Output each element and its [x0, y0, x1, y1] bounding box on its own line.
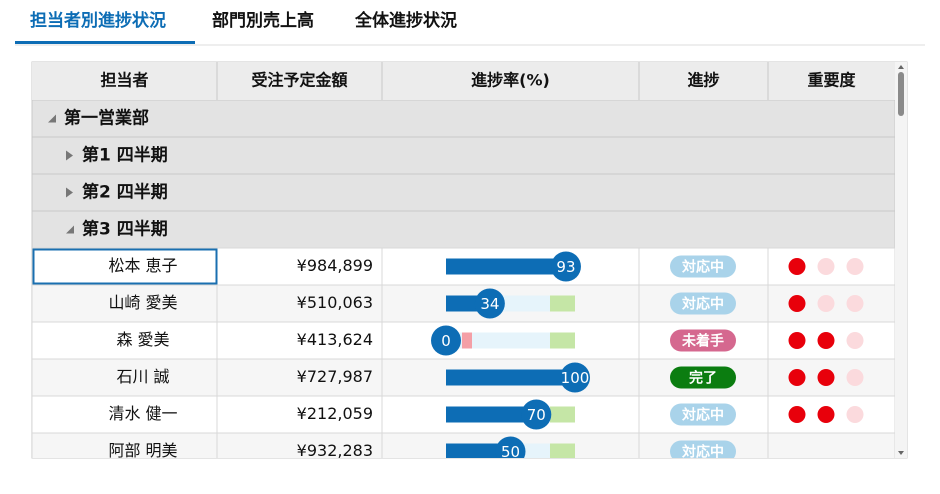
importance-dot	[788, 406, 806, 423]
progress-bar	[446, 406, 537, 423]
amount-cell: ¥413,624	[297, 330, 373, 349]
status-text: 対応中	[681, 259, 724, 276]
progress-value: 100	[561, 369, 590, 387]
importance-dot	[846, 295, 864, 312]
column-header[interactable]: 進捗	[687, 71, 719, 90]
scroll-up[interactable]	[898, 65, 904, 69]
progress-value: 70	[527, 406, 546, 424]
importance-dot	[817, 295, 835, 312]
amount-cell: ¥212,059	[297, 404, 373, 423]
progress-value: 34	[480, 295, 499, 313]
progress-knob	[474, 288, 505, 319]
group-row	[32, 173, 895, 212]
progress-knob	[521, 399, 552, 430]
status-text: 対応中	[681, 296, 724, 313]
scroll-down[interactable]	[898, 451, 904, 455]
column-header[interactable]: 重要度	[807, 71, 856, 90]
group-row	[32, 100, 895, 138]
header-bg	[32, 62, 895, 100]
expand-arrow[interactable]	[48, 114, 56, 123]
status-badge	[670, 440, 736, 458]
importance-dot	[788, 258, 806, 275]
status-badge	[670, 292, 736, 315]
group-label: 第一営業部	[64, 108, 149, 129]
name-cell: 森 愛美	[116, 330, 169, 349]
progress-target	[550, 443, 575, 458]
group-label: 第3 四半期	[82, 219, 168, 240]
importance-dot	[817, 406, 835, 423]
tab[interactable]: 担当者別進捗状況	[30, 10, 166, 31]
progress-value: 0	[441, 332, 451, 350]
status-badge	[670, 403, 736, 426]
active-tab-indicator	[15, 41, 195, 44]
progress-bar	[446, 443, 511, 458]
progress-target	[550, 295, 575, 312]
progress-knob	[560, 362, 590, 393]
expand-arrow[interactable]	[66, 150, 73, 161]
column-header[interactable]: 進捗率(%)	[471, 71, 550, 90]
importance-dot	[817, 258, 835, 275]
importance-dot	[788, 369, 806, 386]
progress-bar	[446, 258, 566, 275]
progress-value: 93	[556, 258, 575, 276]
name-cell: 松本 恵子	[108, 256, 177, 275]
group-label: 第1 四半期	[82, 145, 168, 166]
name-cell: 石川 誠	[116, 367, 169, 386]
scrollbar-thumb[interactable]	[898, 72, 904, 116]
importance-dot	[817, 369, 835, 386]
progress-warning	[462, 332, 472, 349]
amount-cell: ¥510,063	[297, 293, 373, 312]
status-badge	[670, 366, 736, 389]
importance-dot	[817, 332, 835, 349]
status-badge	[670, 255, 736, 278]
scrollbar-track	[895, 62, 907, 458]
data-row	[32, 358, 895, 397]
importance-dot	[846, 369, 864, 386]
column-header[interactable]: 担当者	[100, 71, 148, 90]
tab[interactable]: 部門別売上高	[212, 10, 314, 31]
tab[interactable]: 全体進捗状況	[354, 10, 457, 31]
expand-arrow[interactable]	[66, 187, 73, 198]
focused-cell	[32, 248, 218, 285]
name-cell: 山崎 愛美	[108, 293, 177, 312]
importance-dot	[846, 406, 864, 423]
progress-target	[550, 406, 575, 423]
status-text: 対応中	[681, 444, 724, 461]
importance-dot	[846, 258, 864, 275]
group-row	[32, 136, 895, 175]
group-label: 第2 四半期	[82, 182, 168, 203]
column-header[interactable]: 受注予定金額	[251, 71, 347, 90]
progress-value: 50	[501, 443, 520, 461]
status-text: 完了	[689, 370, 717, 387]
progress-target	[550, 332, 575, 349]
progress-track	[446, 332, 550, 349]
progress-knob	[431, 325, 461, 356]
name-cell: 阿部 明美	[108, 441, 177, 460]
status-text: 未着手	[682, 333, 724, 350]
progress-knob	[550, 251, 581, 282]
status-text: 対応中	[681, 407, 724, 424]
group-row	[32, 210, 895, 249]
status-badge	[670, 329, 736, 352]
importance-dot	[788, 332, 806, 349]
progress-knob	[495, 436, 526, 458]
name-cell: 清水 健一	[108, 404, 177, 423]
importance-dot	[846, 332, 864, 349]
importance-dot	[788, 295, 806, 312]
amount-cell: ¥932,283	[297, 441, 373, 460]
amount-cell: ¥984,899	[297, 256, 373, 275]
tab-bar: 担当者別進捗状況 部門別売上高 全体進捗状況	[15, 10, 925, 46]
expand-arrow[interactable]	[66, 225, 74, 234]
progress-bar	[446, 369, 575, 386]
amount-cell: ¥727,987	[297, 367, 373, 386]
